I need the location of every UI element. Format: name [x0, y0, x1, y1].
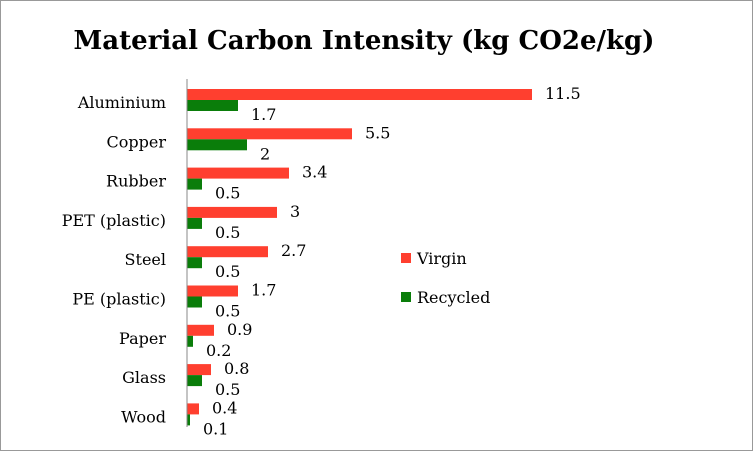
category-label-wood: Wood — [121, 407, 166, 426]
value-label-virgin-copper: 5.5 — [365, 123, 390, 142]
bar-recycled-glass — [187, 375, 202, 387]
bar-virgin-aluminium — [187, 89, 532, 100]
bar-recycled-copper — [187, 139, 247, 151]
value-label-recycled-pe-plastic: 0.5 — [215, 302, 240, 321]
value-label-virgin-glass: 0.8 — [224, 359, 249, 378]
value-label-recycled-pet-plastic: 0.5 — [215, 223, 240, 242]
bar-recycled-pet-plastic — [187, 217, 202, 229]
value-label-virgin-pet-plastic: 3 — [290, 202, 300, 221]
bar-recycled-wood — [187, 414, 190, 426]
bar-virgin-paper — [187, 324, 214, 336]
value-label-virgin-wood: 0.4 — [212, 398, 237, 417]
bar-recycled-rubber — [187, 178, 202, 190]
value-label-recycled-copper: 2 — [260, 144, 270, 163]
value-label-recycled-glass: 0.5 — [215, 380, 240, 399]
value-label-virgin-rubber: 3.4 — [302, 163, 327, 182]
category-label-pe-plastic: PE (plastic) — [72, 290, 166, 309]
bar-recycled-aluminium — [187, 100, 238, 111]
bar-virgin-copper — [187, 128, 352, 140]
legend-swatch-virgin — [401, 253, 411, 263]
category-label-glass: Glass — [122, 368, 166, 387]
labels-layer: Aluminium 11.5 1.7 Copper 5.5 2 Rubber 3.4 0.5 PE… — [62, 84, 581, 438]
bar-virgin-steel — [187, 246, 268, 258]
bar-virgin-glass — [187, 364, 211, 376]
legend-swatch-recycled — [401, 292, 411, 302]
bars-layer — [187, 89, 532, 426]
value-label-recycled-wood: 0.1 — [203, 419, 228, 438]
legend-label-recycled: Recycled — [417, 288, 490, 307]
value-label-virgin-pe-plastic: 1.7 — [251, 281, 276, 300]
category-label-aluminium: Aluminium — [77, 93, 166, 112]
category-label-pet-plastic: PET (plastic) — [62, 211, 166, 230]
category-label-steel: Steel — [125, 250, 166, 269]
value-label-virgin-steel: 2.7 — [281, 241, 306, 260]
bar-virgin-pe-plastic — [187, 285, 238, 297]
category-label-copper: Copper — [107, 132, 167, 151]
bar-virgin-wood — [187, 403, 199, 415]
value-label-recycled-aluminium: 1.7 — [251, 105, 276, 124]
category-label-rubber: Rubber — [106, 172, 166, 191]
category-label-paper: Paper — [119, 329, 166, 348]
value-label-recycled-rubber: 0.5 — [215, 184, 240, 203]
bar-recycled-pe-plastic — [187, 296, 202, 308]
bar-recycled-paper — [187, 335, 193, 347]
value-label-virgin-paper: 0.9 — [227, 320, 252, 339]
legend: Virgin Recycled — [401, 249, 490, 307]
chart-title: Material Carbon Intensity (kg CO2e/kg) — [74, 26, 655, 56]
bar-virgin-pet-plastic — [187, 206, 277, 218]
legend-label-virgin: Virgin — [416, 249, 467, 268]
value-label-recycled-steel: 0.5 — [215, 262, 240, 281]
bar-virgin-rubber — [187, 167, 289, 179]
bar-recycled-steel — [187, 257, 202, 269]
value-label-virgin-aluminium: 11.5 — [545, 84, 581, 103]
value-label-recycled-paper: 0.2 — [206, 341, 231, 360]
